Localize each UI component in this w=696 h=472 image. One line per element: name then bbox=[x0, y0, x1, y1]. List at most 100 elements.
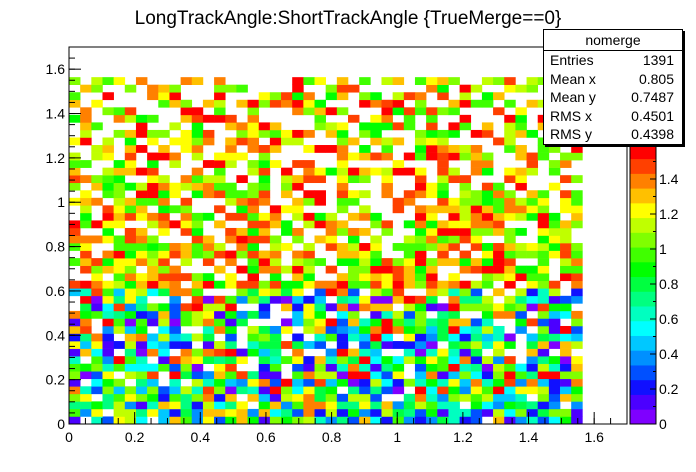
heatmap-cell bbox=[202, 386, 215, 395]
heatmap-cell bbox=[80, 325, 92, 334]
heatmap-cell bbox=[392, 205, 405, 214]
heatmap-cell bbox=[426, 77, 438, 85]
heatmap-cell bbox=[135, 243, 148, 251]
palette-swatch bbox=[630, 291, 656, 307]
heatmap-cell bbox=[269, 205, 282, 214]
heatmap-cell bbox=[414, 152, 427, 161]
heatmap-cell bbox=[392, 197, 405, 206]
heatmap-cell bbox=[91, 220, 103, 229]
heatmap-cell bbox=[247, 258, 260, 266]
heatmap-cell bbox=[80, 197, 92, 206]
heatmap-cell bbox=[336, 401, 349, 410]
heatmap-cell bbox=[314, 197, 326, 206]
heatmap-cell bbox=[91, 378, 103, 387]
heatmap-cell bbox=[370, 303, 382, 312]
heatmap-cell bbox=[202, 408, 215, 417]
heatmap-cell bbox=[69, 371, 81, 380]
heatmap-cell bbox=[69, 393, 81, 402]
heatmap-cell bbox=[381, 386, 393, 395]
heatmap-cell bbox=[225, 235, 237, 244]
heatmap-cell bbox=[202, 212, 215, 221]
heatmap-cell bbox=[560, 175, 572, 184]
heatmap-cell bbox=[191, 288, 204, 297]
heatmap-cell bbox=[359, 393, 371, 402]
heatmap-cell bbox=[426, 152, 438, 161]
heatmap-cell bbox=[191, 212, 204, 221]
heatmap-cell bbox=[314, 401, 326, 410]
heatmap-cell bbox=[571, 318, 583, 327]
heatmap-cell bbox=[560, 408, 572, 417]
heatmap-cell bbox=[247, 190, 260, 199]
heatmap-cell bbox=[470, 318, 483, 327]
heatmap-cell bbox=[147, 250, 159, 259]
heatmap-cell bbox=[113, 408, 126, 417]
heatmap-cell bbox=[113, 295, 126, 304]
heatmap-cell bbox=[292, 408, 304, 417]
heatmap-cell bbox=[80, 333, 92, 342]
heatmap-cell bbox=[325, 386, 338, 395]
heatmap-cell bbox=[292, 280, 304, 289]
heatmap-cell bbox=[180, 408, 193, 417]
heatmap-cell bbox=[437, 363, 449, 372]
heatmap-cell bbox=[258, 325, 271, 334]
heatmap-cell bbox=[135, 197, 148, 206]
heatmap-cell bbox=[147, 220, 159, 229]
heatmap-cell bbox=[69, 416, 81, 425]
heatmap-cell bbox=[403, 107, 416, 116]
heatmap-cell bbox=[359, 145, 371, 153]
heatmap-cell bbox=[481, 295, 494, 304]
heatmap-cell bbox=[124, 356, 137, 364]
heatmap-cell bbox=[314, 393, 326, 402]
stats-box: nomerge Entries 1391 Mean x 0.805 Mean y… bbox=[543, 29, 683, 145]
heatmap-cell bbox=[414, 167, 427, 176]
heatmap-cell bbox=[147, 212, 159, 221]
heatmap-cell bbox=[437, 250, 449, 259]
heatmap-cell bbox=[124, 393, 137, 402]
heatmap-cell bbox=[437, 356, 449, 364]
heatmap-cell bbox=[470, 84, 483, 93]
heatmap-cell bbox=[258, 129, 271, 138]
heatmap-cell bbox=[370, 114, 382, 123]
heatmap-cell bbox=[448, 416, 460, 425]
heatmap-cell bbox=[147, 341, 159, 349]
heatmap-cell bbox=[135, 386, 148, 395]
heatmap-cell bbox=[515, 197, 527, 206]
heatmap-cell bbox=[515, 325, 527, 334]
heatmap-cell bbox=[470, 265, 483, 274]
heatmap-cell bbox=[437, 393, 449, 402]
heatmap-cell bbox=[370, 250, 382, 259]
heatmap-cell bbox=[426, 107, 438, 116]
heatmap-cell bbox=[437, 378, 449, 387]
x-tick-label: 0.8 bbox=[322, 429, 342, 445]
heatmap-cell bbox=[336, 295, 349, 304]
heatmap-cell bbox=[336, 310, 349, 319]
heatmap-cell bbox=[191, 152, 204, 161]
heatmap-cell bbox=[336, 137, 349, 146]
heatmap-cell bbox=[225, 318, 237, 327]
heatmap-cell bbox=[448, 258, 460, 266]
heatmap-cell bbox=[69, 356, 81, 364]
heatmap-cell bbox=[325, 371, 338, 380]
heatmap-cell bbox=[202, 160, 215, 168]
heatmap-cell bbox=[437, 310, 449, 319]
heatmap-cell bbox=[414, 408, 427, 417]
heatmap-cell bbox=[214, 356, 226, 364]
stats-row-mean-y: Mean y 0.7487 bbox=[544, 88, 682, 107]
heatmap-cell bbox=[560, 371, 572, 380]
heatmap-cell bbox=[191, 122, 204, 131]
heatmap-cell bbox=[414, 99, 427, 108]
heatmap-cell bbox=[281, 416, 293, 425]
heatmap-cell bbox=[336, 325, 349, 334]
heatmap-cell bbox=[336, 250, 349, 259]
heatmap-cell bbox=[403, 401, 416, 410]
heatmap-cell bbox=[303, 401, 315, 410]
heatmap-cell bbox=[571, 295, 583, 304]
heatmap-cell bbox=[281, 295, 293, 304]
palette-swatch bbox=[630, 247, 656, 263]
heatmap-cell bbox=[325, 227, 338, 236]
heatmap-cell bbox=[180, 129, 193, 138]
heatmap-cell bbox=[504, 122, 516, 131]
heatmap-cell bbox=[560, 265, 572, 274]
heatmap-cell bbox=[158, 325, 170, 334]
heatmap-cell bbox=[225, 250, 237, 259]
